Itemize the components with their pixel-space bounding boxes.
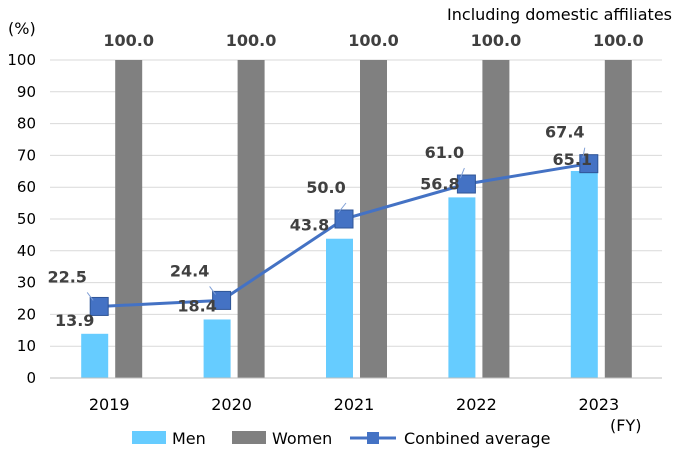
- bar-women: [604, 60, 632, 378]
- data-label-average: 50.0: [306, 178, 345, 197]
- average-label-leader: [582, 147, 586, 158]
- average-marker: [579, 154, 599, 174]
- x-tick-label: 2021: [334, 395, 375, 414]
- data-label-men: 13.9: [55, 311, 94, 330]
- data-label-men: 56.8: [420, 174, 459, 193]
- y-tick-label: 0: [26, 369, 36, 387]
- average-label-leader: [337, 202, 347, 214]
- y-tick-label: 80: [17, 115, 36, 133]
- chart-subtitle: Including domestic affiliates: [447, 5, 672, 24]
- average-marker: [89, 296, 109, 316]
- data-label-average: 24.4: [170, 261, 209, 280]
- bar-men: [326, 238, 353, 378]
- y-tick-label: 90: [17, 83, 36, 101]
- legend-label-men: Men: [172, 429, 206, 448]
- data-label-men: 65.1: [553, 150, 592, 169]
- y-tick-label: 40: [17, 242, 36, 260]
- data-label-men: 18.4: [177, 296, 216, 315]
- y-axis-unit-label: (%): [8, 19, 36, 38]
- data-label-women: 100.0: [348, 31, 399, 50]
- legend-swatch-women: [232, 431, 266, 444]
- x-tick-label: 2023: [578, 395, 619, 414]
- data-label-women: 100.0: [471, 31, 522, 50]
- bar-women: [237, 60, 265, 378]
- legend-swatch-men: [132, 431, 166, 444]
- x-tick-label: 2020: [211, 395, 252, 414]
- average-label-leader: [209, 286, 217, 295]
- bar-women: [115, 60, 143, 378]
- average-label-leader: [86, 292, 94, 301]
- legend-label-women: Women: [272, 429, 332, 448]
- average-label-leader: [459, 167, 465, 179]
- bar-men: [448, 197, 476, 378]
- y-tick-label: 30: [17, 274, 36, 292]
- x-axis-unit-label: (FY): [610, 416, 641, 435]
- data-label-women: 100.0: [103, 31, 154, 50]
- bar-men: [81, 333, 109, 378]
- average-marker: [334, 209, 354, 229]
- y-tick-label: 100: [7, 51, 36, 69]
- y-tick-label: 20: [17, 305, 36, 323]
- y-tick-label: 50: [17, 210, 36, 228]
- data-label-average: 61.0: [425, 143, 464, 162]
- data-label-average: 22.5: [47, 267, 86, 286]
- y-tick-label: 10: [17, 337, 36, 355]
- data-label-men: 43.8: [290, 216, 329, 235]
- data-label-women: 100.0: [226, 31, 277, 50]
- bar-men: [570, 170, 598, 378]
- average-marker: [456, 174, 476, 194]
- legend-marker-average: [367, 432, 379, 444]
- bar-men: [203, 319, 231, 378]
- data-label-average: 67.4: [545, 123, 584, 142]
- legend-label-average: Conbined average: [404, 429, 550, 448]
- x-tick-label: 2019: [89, 395, 130, 414]
- x-tick-label: 2022: [456, 395, 497, 414]
- y-tick-label: 60: [17, 178, 36, 196]
- data-label-women: 100.0: [593, 31, 644, 50]
- y-tick-label: 70: [17, 146, 36, 164]
- average-marker: [212, 290, 232, 310]
- bar-women: [482, 60, 510, 378]
- bar-women: [360, 60, 387, 378]
